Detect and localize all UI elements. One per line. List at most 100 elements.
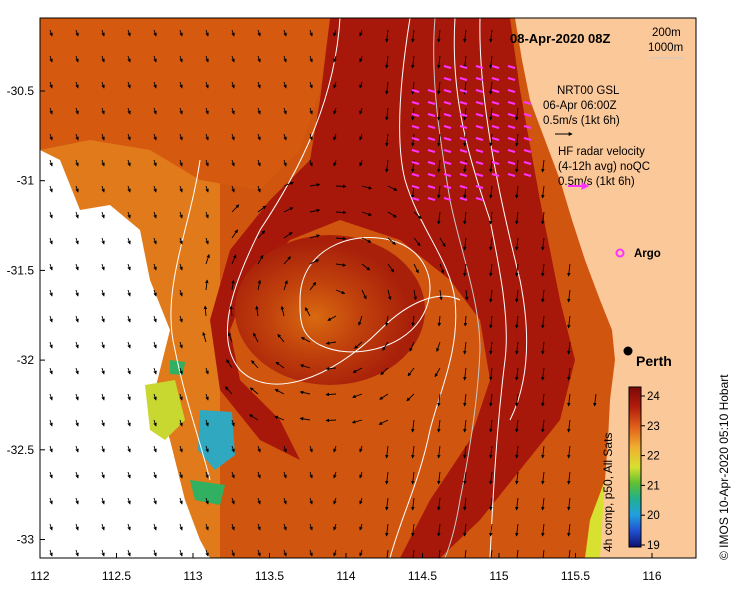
colorbar-label: 4h comp, p50, All Sats — [601, 433, 615, 552]
velocity-arrow — [127, 159, 131, 167]
x-tick-label: 114 — [336, 569, 355, 583]
velocity-arrow — [231, 185, 235, 193]
velocity-arrow — [361, 289, 367, 300]
velocity-arrow — [49, 393, 53, 401]
velocity-arrow — [333, 133, 337, 141]
velocity-arrow — [515, 211, 519, 225]
velocity-arrow — [179, 107, 183, 115]
velocity-arrow — [251, 360, 259, 369]
velocity-arrow — [283, 497, 287, 505]
velocity-arrow — [437, 419, 441, 433]
velocity-arrow — [489, 107, 493, 121]
velocity-arrow — [257, 159, 261, 167]
colorbar-tick-label: 19 — [647, 540, 660, 552]
velocity-arrow — [327, 315, 337, 321]
velocity-arrow — [283, 549, 287, 557]
radar-arrow — [443, 185, 452, 189]
velocity-arrow — [127, 29, 131, 37]
velocity-arrow — [411, 315, 415, 327]
colorbar — [628, 386, 642, 548]
velocity-arrow — [153, 263, 157, 271]
velocity-arrow — [387, 263, 395, 273]
velocity-arrow — [437, 81, 441, 95]
velocity-arrow — [179, 263, 183, 271]
velocity-arrow — [49, 497, 53, 505]
velocity-arrow — [153, 497, 157, 505]
velocity-arrow — [463, 159, 467, 173]
velocity-arrow — [541, 185, 545, 199]
velocity-arrow — [127, 133, 131, 141]
velocity-arrow — [439, 289, 443, 301]
velocity-arrow — [300, 364, 311, 369]
y-tick-label: -30.5 — [7, 84, 35, 98]
radar-arrow — [443, 65, 452, 69]
velocity-arrow — [75, 341, 79, 349]
velocity-arrow — [333, 81, 337, 89]
velocity-arrow — [127, 497, 131, 505]
velocity-arrow — [309, 259, 320, 265]
velocity-arrow — [411, 81, 415, 95]
velocity-arrow — [463, 315, 468, 327]
velocity-arrow — [49, 341, 53, 349]
velocity-arrow — [567, 341, 571, 355]
velocity-arrow — [380, 367, 389, 376]
velocity-arrow — [49, 289, 53, 297]
velocity-arrow — [463, 419, 467, 433]
velocity-arrow — [101, 471, 105, 479]
velocity-arrow — [361, 263, 371, 271]
velocity-arrow — [49, 133, 53, 141]
radar-arrow — [475, 149, 484, 153]
velocity-arrow — [153, 419, 157, 427]
perth-marker-icon — [623, 346, 633, 356]
velocity-arrow — [463, 341, 467, 355]
velocity-arrow — [283, 232, 293, 239]
radar-arrow — [475, 125, 484, 129]
radar-arrow — [411, 149, 420, 153]
velocity-arrow — [463, 497, 467, 511]
velocity-arrow — [439, 237, 446, 247]
radar-arrow — [491, 125, 500, 129]
velocity-arrow — [101, 341, 105, 349]
velocity-arrow — [463, 367, 467, 381]
credit-text: © IMOS 10-Apr-2020 05:10 Hobart — [717, 374, 731, 560]
velocity-arrow — [387, 289, 392, 301]
velocity-arrow — [489, 315, 493, 329]
contour-200m-b — [453, 18, 507, 558]
velocity-arrow — [333, 29, 337, 37]
radar-arrow — [427, 149, 436, 153]
velocity-arrow — [515, 107, 519, 121]
velocity-arrow — [567, 315, 571, 329]
radar-arrow — [443, 125, 452, 129]
velocity-arrow — [567, 471, 571, 485]
radar-arrow — [475, 137, 484, 141]
velocity-arrow — [257, 55, 261, 63]
velocity-arrow — [257, 185, 261, 193]
velocity-arrow — [541, 471, 545, 485]
velocity-arrow — [257, 549, 261, 557]
velocity-arrow — [101, 523, 105, 531]
velocity-arrow — [49, 107, 53, 115]
velocity-arrow — [101, 263, 105, 271]
velocity-arrow — [205, 393, 209, 401]
velocity-arrow — [179, 367, 183, 375]
velocity-arrow — [231, 159, 235, 167]
radar-arrow — [459, 77, 468, 81]
radar-legend-line2: (4-12h avg) noQC — [558, 161, 650, 173]
velocity-arrow — [153, 55, 157, 63]
velocity-arrow — [309, 234, 321, 239]
velocity-arrow — [489, 81, 493, 95]
velocity-arrow — [413, 263, 419, 274]
velocity-arrow — [567, 263, 571, 277]
velocity-arrow — [325, 366, 337, 371]
x-tick-label: 113 — [183, 569, 202, 583]
velocity-arrow — [541, 367, 545, 381]
radar-arrow — [491, 101, 500, 105]
radar-arrow — [443, 161, 452, 165]
radar-arrow — [411, 197, 420, 201]
radar-arrow — [507, 137, 516, 141]
velocity-arrow — [205, 211, 209, 219]
radar-arrow — [491, 161, 500, 165]
radar-arrow — [443, 101, 452, 105]
y-tick-label: -32.5 — [7, 443, 35, 457]
velocity-arrow — [75, 471, 79, 479]
